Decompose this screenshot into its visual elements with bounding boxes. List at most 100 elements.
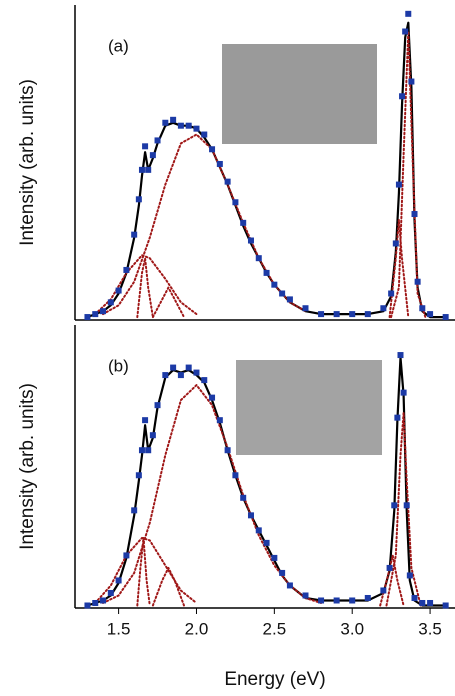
data-point (442, 314, 449, 321)
data-point (402, 28, 409, 35)
data-point (333, 311, 340, 318)
data-point (193, 125, 200, 132)
data-point (408, 78, 415, 85)
component-curve (102, 384, 323, 604)
panel-label: (b) (108, 356, 129, 375)
data-point (100, 308, 107, 315)
data-point (403, 502, 410, 509)
data-point (84, 602, 91, 609)
data-point (149, 152, 156, 159)
data-point (131, 507, 138, 514)
data-point (142, 417, 149, 424)
data-point (286, 296, 293, 303)
data-point (142, 143, 149, 150)
y-axis-label: Intensity (arb. units) (17, 79, 38, 246)
data-point (364, 594, 371, 601)
data-point (149, 432, 156, 439)
data-point (399, 93, 406, 100)
data-point (318, 311, 325, 318)
data-point (232, 472, 239, 479)
data-point (271, 554, 278, 561)
data-point (279, 290, 286, 297)
data-point (123, 552, 130, 559)
data-point (135, 196, 142, 203)
data-point (201, 377, 208, 384)
data-point (201, 131, 208, 138)
component-curve (379, 554, 405, 607)
data-point (177, 372, 184, 379)
data-point (279, 569, 286, 576)
data-point (349, 311, 356, 318)
sem-inset-b (236, 360, 382, 455)
data-point (216, 417, 223, 424)
data-point (333, 597, 340, 604)
data-point (232, 199, 239, 206)
data-point (397, 352, 404, 359)
data-point (162, 372, 169, 379)
data-point (419, 305, 426, 312)
data-point (388, 290, 395, 297)
data-point (224, 178, 231, 185)
x-tick-label: 3.5 (418, 619, 442, 638)
data-point (263, 539, 270, 546)
component-curve (385, 411, 422, 607)
data-point (170, 116, 177, 123)
data-point (394, 414, 401, 421)
data-point (100, 597, 107, 604)
data-point (263, 269, 270, 276)
x-tick-label: 3.0 (340, 619, 364, 638)
data-point (419, 599, 426, 606)
data-point (135, 472, 142, 479)
data-point (145, 166, 152, 173)
data-point (386, 564, 393, 571)
data-point (442, 602, 449, 609)
data-point (414, 278, 421, 285)
data-point (123, 266, 130, 273)
component-curve (151, 286, 185, 319)
data-point (138, 166, 145, 173)
data-point (349, 597, 356, 604)
data-point (411, 211, 418, 218)
x-tick-label: 2.0 (185, 619, 209, 638)
data-point (162, 119, 169, 126)
component-curve (94, 536, 198, 604)
data-point (107, 299, 114, 306)
data-point (302, 592, 309, 599)
component-curve (136, 257, 154, 319)
data-point (209, 146, 216, 153)
x-tick-label: 2.5 (263, 619, 287, 638)
data-point (193, 369, 200, 376)
data-point (185, 122, 192, 129)
data-point (405, 10, 412, 17)
data-point (411, 594, 418, 601)
data-point (271, 281, 278, 288)
data-point (115, 577, 122, 584)
data-point (115, 287, 122, 294)
data-point (145, 447, 152, 454)
data-point (154, 137, 161, 144)
data-point (131, 231, 138, 238)
data-point (427, 599, 434, 606)
data-point (138, 447, 145, 454)
data-point (240, 494, 247, 501)
component-curve (102, 133, 307, 316)
data-point (255, 527, 262, 534)
data-point (185, 364, 192, 371)
data-point (395, 181, 402, 188)
x-axis-label: Energy (eV) (224, 669, 325, 690)
data-point (400, 389, 407, 396)
data-point (154, 402, 161, 409)
data-point (224, 447, 231, 454)
sem-inset-a (222, 44, 377, 144)
data-point (286, 582, 293, 589)
data-point (391, 502, 398, 509)
data-point (318, 597, 325, 604)
data-point (247, 237, 254, 244)
data-point (380, 587, 387, 594)
data-point (170, 364, 177, 371)
data-point (406, 572, 413, 579)
data-point (216, 160, 223, 167)
data-point (240, 219, 247, 226)
